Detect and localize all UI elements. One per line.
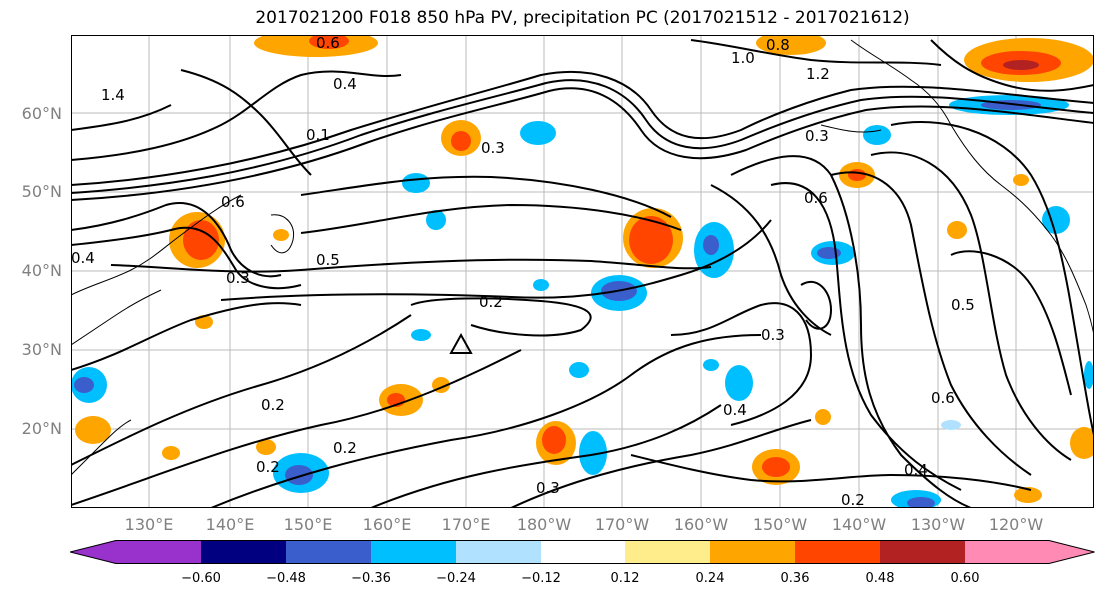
contour-label: 1.4 (101, 86, 125, 104)
contour-label: 0.4 (904, 461, 928, 479)
contour-label: 0.2 (333, 439, 357, 457)
colorbar-segment (880, 540, 965, 564)
colorbar-svg (70, 540, 1095, 564)
lon-label: 120°W (988, 515, 1044, 534)
map-svg: 0.6 0.4 0.8 1.0 1.2 1.4 0.2 0.3 0.5 0.6 … (71, 35, 1094, 508)
colorbar-segment (371, 540, 456, 564)
lon-label: 140°W (831, 515, 887, 534)
pv-contours (71, 39, 1094, 508)
lon-label: 180°W (516, 515, 572, 534)
lon-label: 130°E (124, 515, 174, 534)
colorbar-segment (625, 540, 710, 564)
contour-label: 0.4 (333, 75, 357, 93)
lat-label: 50°N (21, 182, 62, 201)
contour-label: 0.6 (221, 193, 245, 211)
colorbar-segment (456, 540, 541, 564)
lon-label: 130°W (910, 515, 966, 534)
colorbar-tick: −0.12 (521, 571, 561, 586)
colorbar-tick: 0.48 (865, 571, 895, 586)
contour-label: 0.6 (316, 35, 340, 52)
contour-label: 0.1 (306, 126, 330, 144)
contour-label: 0.5 (951, 296, 975, 314)
contour-label: 0.8 (766, 36, 790, 54)
contour-label: 0.3 (805, 127, 829, 145)
colorbar-tick: −0.60 (181, 571, 221, 586)
contour-label: 0.5 (316, 251, 340, 269)
lon-label: 160°E (362, 515, 412, 534)
contour-label: 0.6 (931, 389, 955, 407)
colorbar-tick: 0.24 (695, 571, 725, 586)
precip-negative-fills (71, 95, 1094, 508)
lon-label: 170°E (441, 515, 491, 534)
colorbar-segment (710, 540, 795, 564)
map-panel: 0.6 0.4 0.8 1.0 1.2 1.4 0.2 0.3 0.5 0.6 … (71, 35, 1094, 508)
lat-label: 60°N (21, 104, 62, 123)
contour-label: 0.2 (479, 293, 503, 311)
contour-label: 1.0 (731, 49, 755, 67)
map-title: 2017021200 F018 850 hPa PV, precipitatio… (255, 8, 910, 28)
contour-label: 0.6 (804, 189, 828, 207)
colorbar-tick: −0.48 (266, 571, 306, 586)
colorbar (70, 540, 1095, 564)
colorbar-segment (795, 540, 880, 564)
contour-label: 0.4 (723, 401, 747, 419)
contour-label: 0.3 (481, 139, 505, 157)
colorbar-tick: 0.12 (610, 571, 640, 586)
colorbar-tick: −0.24 (436, 571, 476, 586)
lat-label: 40°N (21, 261, 62, 280)
colorbar-segment (201, 540, 286, 564)
contour-label: 0.2 (841, 491, 865, 508)
contour-labels: 0.6 0.4 0.8 1.0 1.2 1.4 0.2 0.3 0.5 0.6 … (71, 35, 975, 508)
contour-label: 0.3 (761, 326, 785, 344)
colorbar-extend-high (965, 540, 1095, 564)
lon-label: 150°E (283, 515, 333, 534)
colorbar-extend-low (70, 540, 201, 564)
contour-label: 0.3 (536, 479, 560, 497)
lon-label: 150°W (752, 515, 808, 534)
contour-label: 0.3 (226, 269, 250, 287)
colorbar-tick: 0.60 (950, 571, 980, 586)
contour-label: 0.2 (261, 396, 285, 414)
lat-label: 30°N (21, 340, 62, 359)
lat-label: 20°N (21, 419, 62, 438)
lon-label: 140°E (205, 515, 255, 534)
contour-label: 0.4 (71, 249, 95, 267)
colorbar-segment (541, 540, 625, 564)
colorbar-segment (286, 540, 371, 564)
map-frame (71, 35, 1094, 508)
lon-label: 160°W (673, 515, 729, 534)
precip-positive-fills (75, 35, 1094, 503)
contour-label: 1.2 (806, 65, 830, 83)
colorbar-tick: −0.36 (351, 571, 391, 586)
colorbar-tick: 0.36 (780, 571, 810, 586)
contour-label: 0.2 (256, 458, 280, 476)
coastlines (71, 39, 1094, 476)
lon-label: 170°W (594, 515, 650, 534)
